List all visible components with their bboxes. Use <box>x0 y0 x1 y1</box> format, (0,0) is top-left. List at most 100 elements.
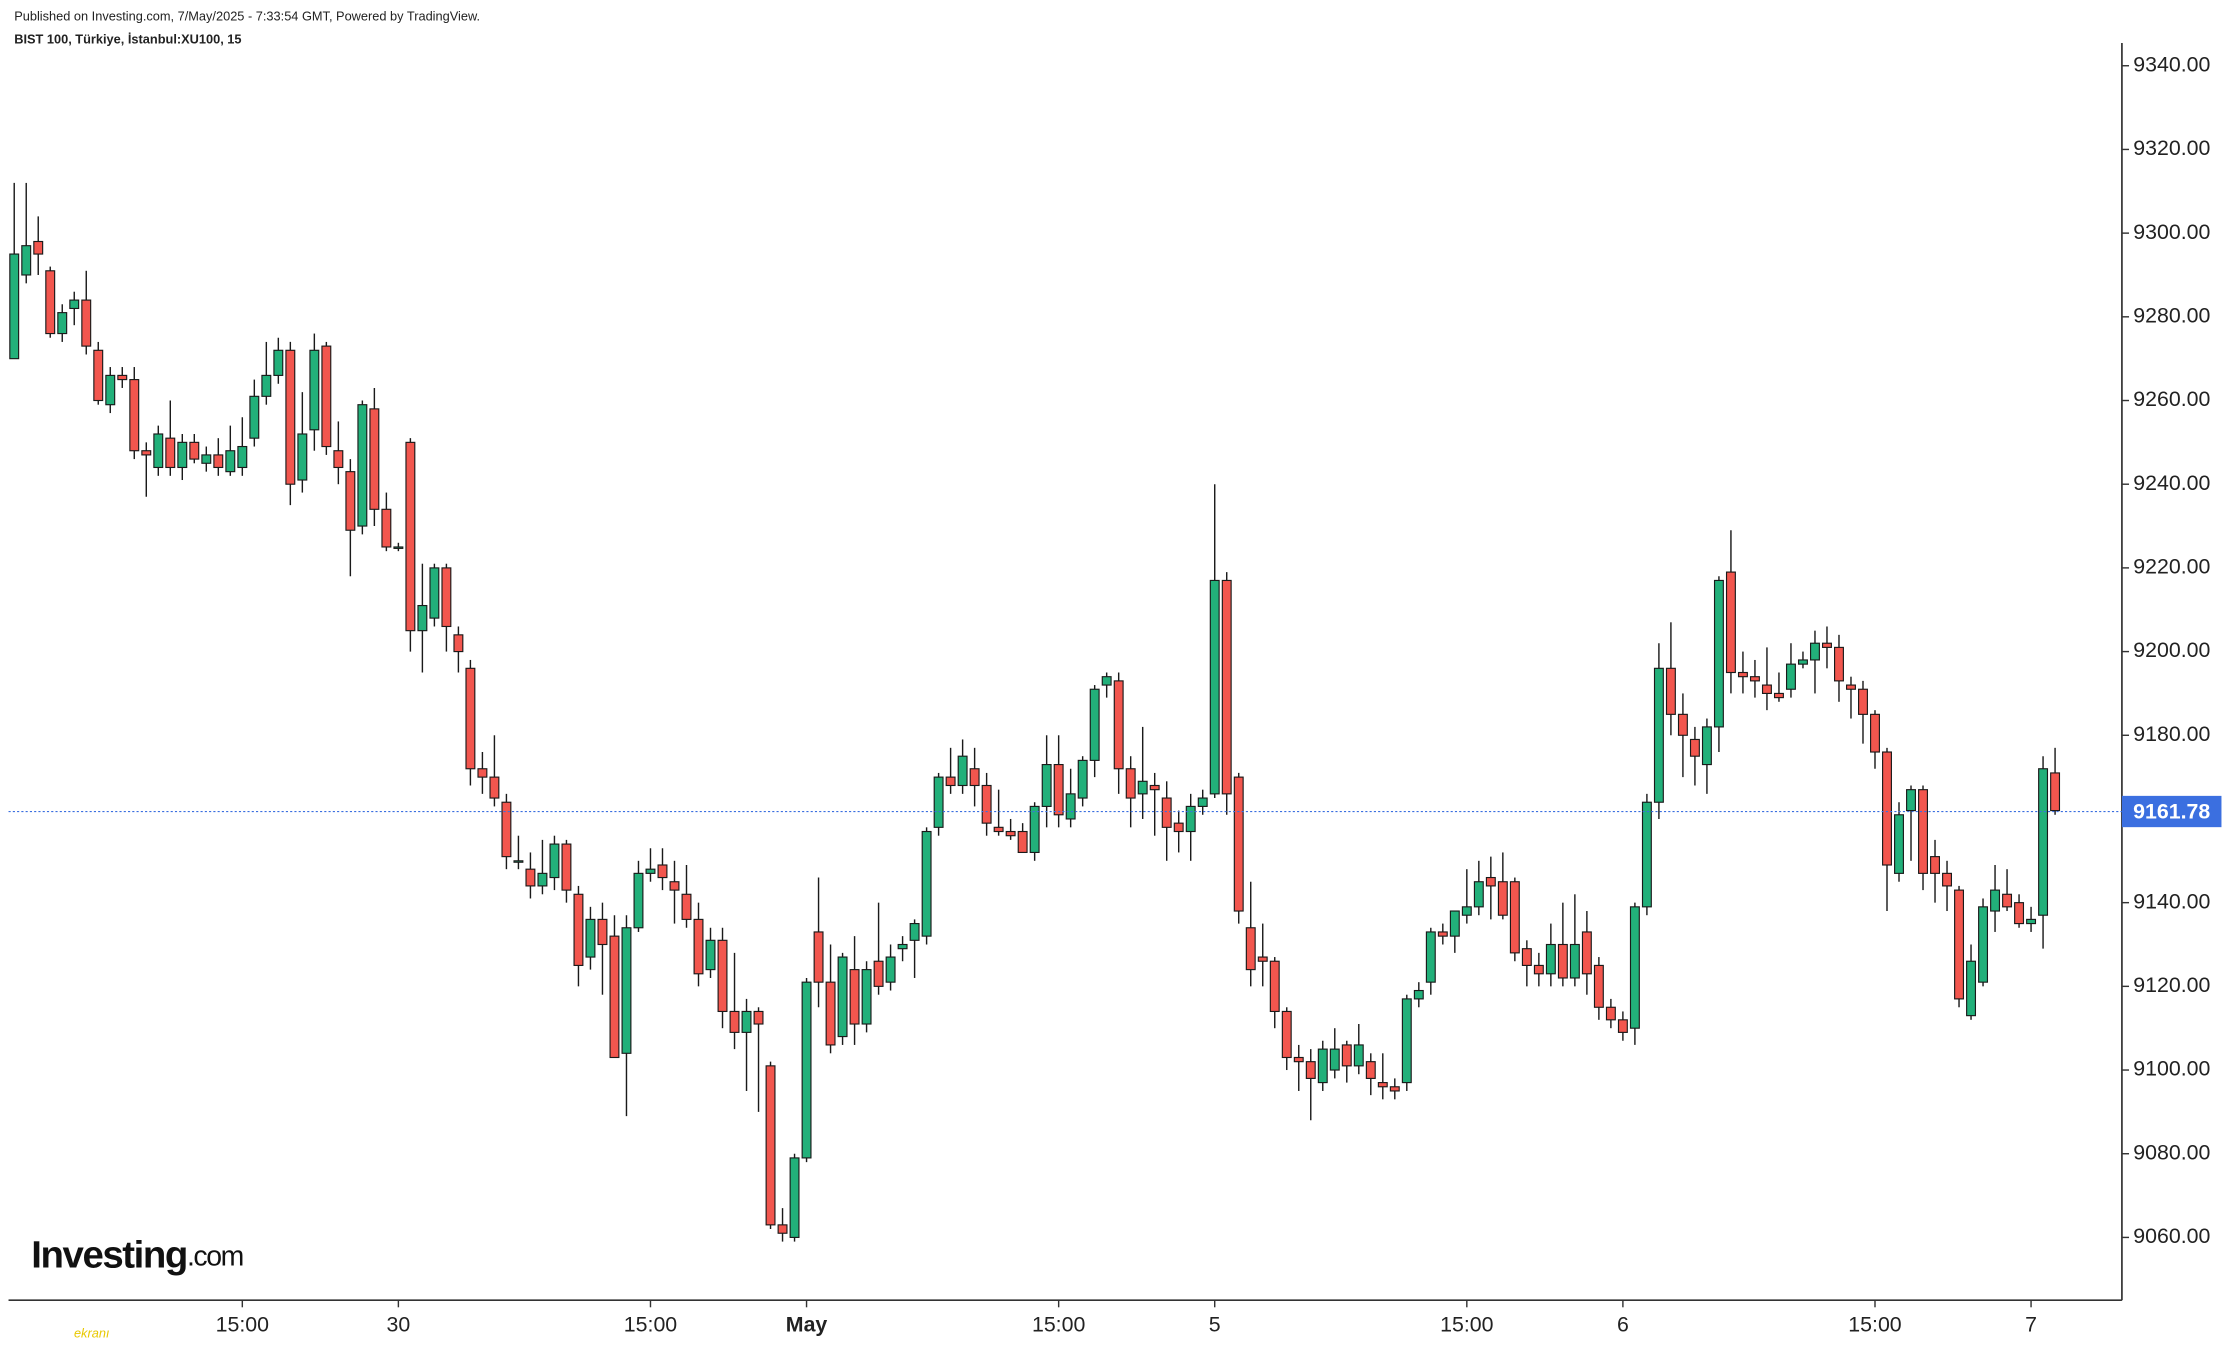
candle-body <box>1425 931 1436 983</box>
candle-body <box>357 404 368 527</box>
candle-body <box>81 299 92 347</box>
x-tick-label: 15:00 <box>1848 1312 1902 1336</box>
candle-body <box>189 441 200 460</box>
x-tick-label: 15:00 <box>1440 1312 1494 1336</box>
candle-body <box>345 471 356 531</box>
x-tick-label: 15:00 <box>1032 1312 1086 1336</box>
candle-body <box>105 374 116 406</box>
candle-body <box>1641 801 1652 908</box>
candle-body <box>1173 822 1184 833</box>
candle-body <box>321 345 332 448</box>
candle-body <box>249 395 260 439</box>
candle-body <box>1005 830 1016 837</box>
candle-body <box>1918 789 1928 874</box>
logo-suffix: .com <box>187 1240 243 1272</box>
candle-body <box>1569 943 1580 979</box>
candle-body <box>1449 910 1460 937</box>
y-tick-label: 9100.00 <box>2133 1057 2210 1081</box>
candle-body <box>1377 1082 1388 1088</box>
candle-body <box>801 981 812 1159</box>
header: Published on Investing.com, 7/May/2025 -… <box>14 9 480 24</box>
candle-body <box>21 245 32 276</box>
y-tick-label: 9120.00 <box>2133 973 2210 997</box>
candle-body <box>1365 1061 1376 1079</box>
candle-body <box>429 567 440 619</box>
candle-body <box>657 864 668 879</box>
candle-body <box>537 872 548 887</box>
candle-body <box>1053 763 1064 816</box>
y-tick-label: 9340.00 <box>2133 52 2210 76</box>
candle-body <box>1209 579 1220 795</box>
candle-body <box>477 768 488 778</box>
x-tick-label: 15:00 <box>216 1312 270 1336</box>
x-tick-label: 15:00 <box>624 1312 678 1336</box>
candle-body <box>561 843 572 891</box>
candle-body <box>1137 780 1148 795</box>
candle-body <box>1161 797 1172 828</box>
candle-body <box>1725 571 1736 674</box>
candle-body <box>753 1010 764 1025</box>
candle-body <box>1413 989 1424 1000</box>
candle-body <box>1317 1048 1328 1084</box>
candle-body <box>1353 1044 1364 1067</box>
candle-body <box>1041 763 1052 807</box>
candle-body <box>33 240 44 255</box>
candle-body <box>285 349 296 485</box>
candle-body <box>1870 713 1880 753</box>
candle-body <box>957 755 968 787</box>
candle-body <box>117 374 128 381</box>
y-tick-label: 9200.00 <box>2133 638 2210 662</box>
candle-body <box>993 826 1004 833</box>
candle-body <box>9 253 20 360</box>
candle-body <box>1461 906 1472 916</box>
candle-body <box>969 768 980 787</box>
x-tick-label: 5 <box>1209 1312 1221 1336</box>
candle-body <box>1509 881 1520 954</box>
candle-body <box>1677 713 1688 736</box>
candle-body <box>1858 688 1868 715</box>
candle-body <box>933 776 944 828</box>
candle-body <box>1125 768 1136 799</box>
candle-body <box>1293 1056 1304 1063</box>
candle-body <box>909 923 920 941</box>
candle-body <box>1834 646 1844 682</box>
chart-title: BIST 100, Türkiye, İstanbul:XU100, 15 <box>14 31 241 46</box>
candle-body <box>1773 692 1784 699</box>
candle-body <box>1341 1044 1352 1067</box>
candle-body <box>921 830 932 937</box>
candle-body <box>2002 893 2013 908</box>
candle-body <box>261 374 272 397</box>
candle-body <box>93 349 104 402</box>
candle-body <box>1785 663 1796 690</box>
y-tick-label: 9140.00 <box>2133 889 2210 913</box>
candle-body <box>1882 751 1892 866</box>
logo-brand: Investing <box>31 1234 187 1277</box>
logo: Investing.com <box>31 1234 243 1277</box>
candle-body <box>1557 943 1568 979</box>
candle-body <box>1761 684 1772 694</box>
candle-body <box>1077 759 1088 799</box>
candle-body <box>681 893 692 920</box>
candle-body <box>1101 676 1112 686</box>
candle-body <box>1149 784 1160 791</box>
candle-body <box>141 450 152 456</box>
candle-body <box>381 508 392 548</box>
candle-body <box>2050 772 2061 812</box>
candle-body <box>1221 579 1232 795</box>
candle-body <box>789 1157 800 1238</box>
candle-body <box>1533 964 1544 975</box>
candle-body <box>765 1065 776 1226</box>
candle-body <box>1113 680 1124 770</box>
candle-body <box>165 437 176 469</box>
candle-body <box>1185 805 1196 833</box>
candle-body <box>57 312 68 335</box>
candle-body <box>1749 676 1760 682</box>
candle-body <box>501 801 512 858</box>
candle-body <box>873 960 884 987</box>
x-tick-label: May <box>786 1312 828 1336</box>
candle-body <box>1257 956 1268 962</box>
candle-body <box>1966 960 1977 1017</box>
candle-body <box>897 943 908 950</box>
candle-body <box>741 1010 752 1033</box>
